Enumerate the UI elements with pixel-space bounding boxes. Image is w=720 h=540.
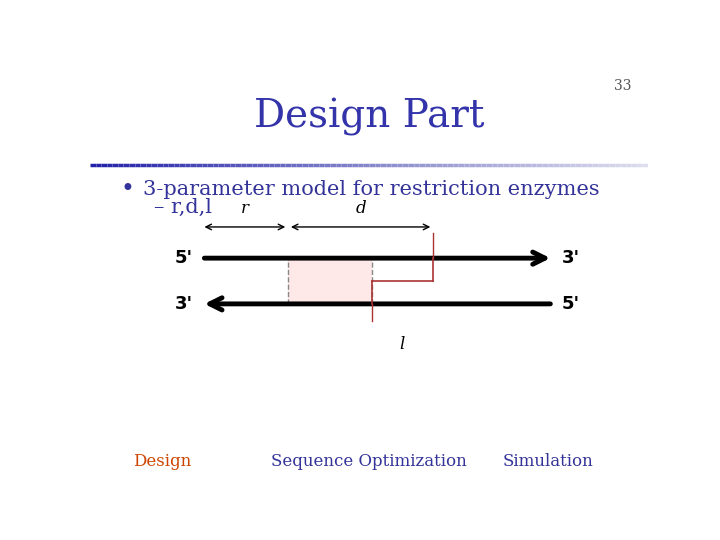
Text: Simulation: Simulation	[502, 454, 593, 470]
Text: 3': 3'	[175, 295, 193, 313]
Text: 3-parameter model for restriction enzymes: 3-parameter model for restriction enzyme…	[143, 180, 600, 199]
Text: 33: 33	[613, 79, 631, 93]
Text: – r,d,l: – r,d,l	[154, 198, 212, 217]
Bar	[288, 258, 372, 304]
Text: Sequence Optimization: Sequence Optimization	[271, 454, 467, 470]
Text: 3': 3'	[562, 249, 580, 267]
Text: Design: Design	[133, 454, 192, 470]
Text: Design Part: Design Part	[253, 98, 485, 136]
Text: •: •	[121, 178, 135, 201]
Text: r: r	[240, 200, 248, 217]
Text: d: d	[355, 200, 366, 217]
Text: 5': 5'	[562, 295, 580, 313]
Text: 5': 5'	[175, 249, 193, 267]
Text: l: l	[400, 336, 405, 353]
